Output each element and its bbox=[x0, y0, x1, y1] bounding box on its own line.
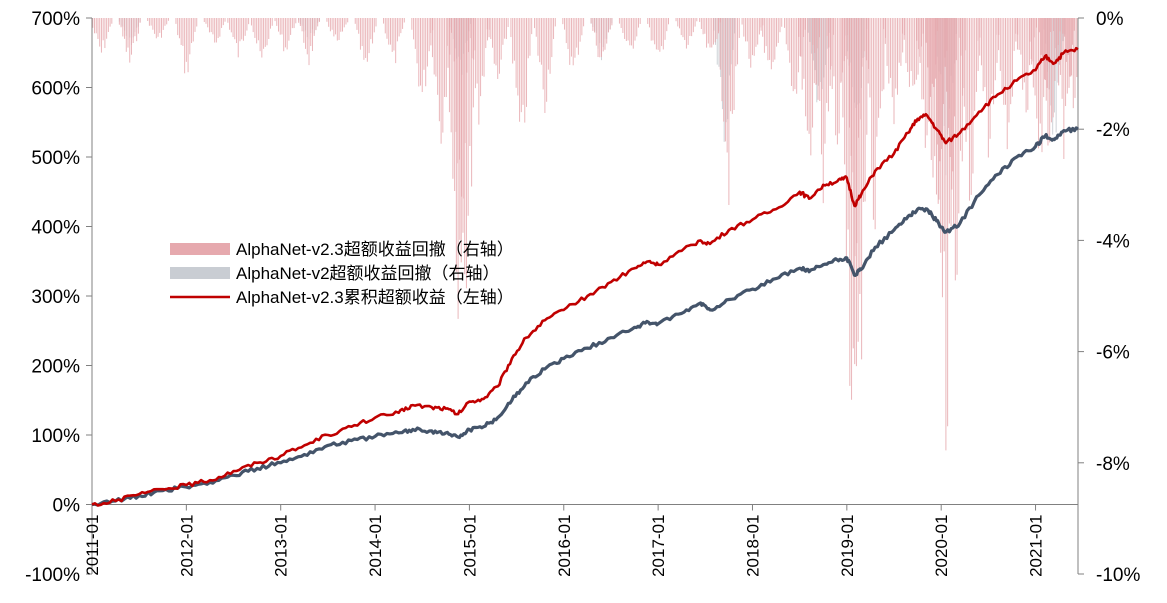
legend-swatch-v23-drawdown bbox=[170, 243, 230, 255]
right-tick-label: -8% bbox=[1096, 454, 1130, 475]
x-tick-label: 2012-01 bbox=[177, 515, 196, 577]
axes-layer: 700% 600% 500% 400% 300% 200% 100% 0% -100% 0% -2%… bbox=[25, 9, 1140, 586]
left-tick-label: -100% bbox=[25, 565, 80, 586]
left-tick-label: 600% bbox=[31, 79, 80, 100]
right-tick-label: -4% bbox=[1096, 231, 1130, 252]
left-tick-label: 200% bbox=[31, 357, 80, 378]
legend-label-v2-drawdown: AlphaNet-v2超额收益回撤（右轴） bbox=[236, 264, 500, 283]
right-tick-label: -10% bbox=[1096, 565, 1140, 586]
x-tick-label: 2018-01 bbox=[743, 515, 762, 577]
cumulative-lines-layer bbox=[91, 46, 1079, 507]
drawdown-bars-layer bbox=[92, 18, 1078, 451]
x-tick-label: 2011-01 bbox=[83, 515, 102, 576]
x-tick-label: 2020-01 bbox=[932, 515, 951, 577]
left-tick-label: 500% bbox=[31, 148, 80, 169]
x-tick-label: 2017-01 bbox=[649, 515, 668, 577]
left-tick-label: 0% bbox=[53, 496, 81, 517]
v23-cumulative-line bbox=[91, 46, 1079, 507]
legend-label-v23-drawdown: AlphaNet-v2.3超额收益回撤（右轴） bbox=[236, 240, 514, 259]
left-tick-label: 700% bbox=[31, 9, 80, 30]
left-tick-label: 400% bbox=[31, 218, 80, 239]
x-tick-label: 2016-01 bbox=[555, 515, 574, 577]
left-tick-label: 300% bbox=[31, 287, 80, 308]
x-tick-label: 2021-01 bbox=[1027, 515, 1046, 577]
x-tick-label: 2014-01 bbox=[366, 515, 385, 577]
right-tick-label: -6% bbox=[1096, 343, 1130, 364]
right-tick-label: -2% bbox=[1096, 120, 1130, 141]
v23-drawdown-bars bbox=[92, 18, 1078, 451]
x-tick-label: 2013-01 bbox=[272, 515, 291, 577]
right-tick-label: 0% bbox=[1096, 9, 1124, 30]
x-tick-label: 2019-01 bbox=[838, 515, 857, 577]
legend-label-v23-cumulative: AlphaNet-v2.3累积超额收益（左轴） bbox=[236, 288, 514, 307]
left-tick-label: 100% bbox=[31, 426, 80, 447]
legend-swatch-v2-drawdown bbox=[170, 267, 230, 279]
v2-drawdown-bars bbox=[118, 18, 1066, 176]
legend: AlphaNet-v2.3超额收益回撤（右轴） AlphaNet-v2超额收益回… bbox=[170, 240, 514, 307]
x-tick-label: 2015-01 bbox=[460, 515, 479, 577]
v2-cumulative-line bbox=[91, 126, 1079, 507]
